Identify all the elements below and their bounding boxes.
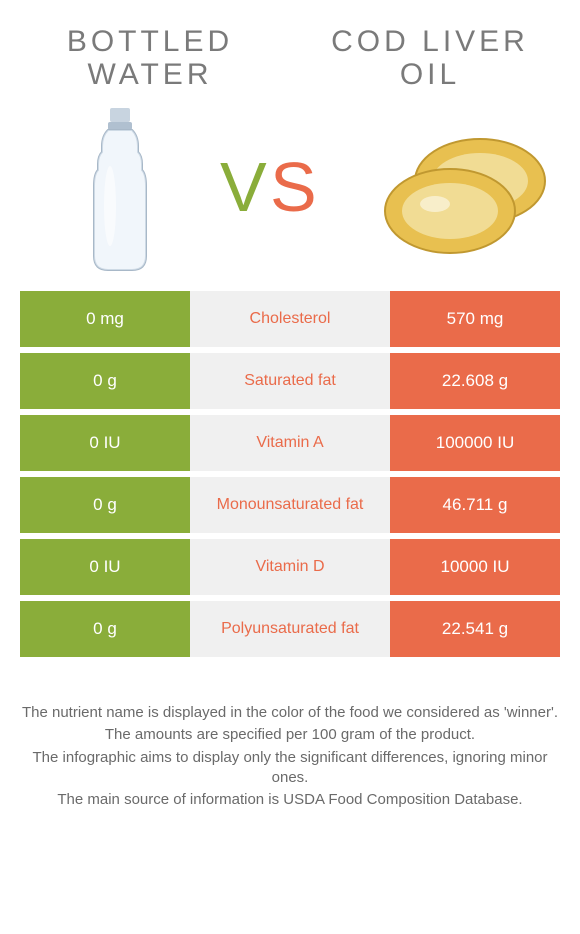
vs-s-letter: S [270,149,317,226]
water-bottle-icon [80,106,160,276]
nutrient-name: Polyunsaturated fat [190,601,390,657]
table-row: 0 mg Cholesterol 570 mg [20,291,560,347]
images-row: V S [0,91,580,291]
right-value: 570 mg [390,291,560,347]
nutrient-name: Saturated fat [190,353,390,409]
left-food-line2: WATER [88,58,213,91]
nutrient-name: Vitamin D [190,539,390,595]
footnote-line: The nutrient name is displayed in the co… [15,703,565,723]
footnote-line: The main source of information is USDA F… [15,790,565,810]
table-row: 0 IU Vitamin D 10000 IU [20,539,560,595]
right-value: 46.711 g [390,477,560,533]
comparison-table: 0 mg Cholesterol 570 mg 0 g Saturated fa… [0,291,580,657]
vs-label: V S [210,149,330,234]
left-value: 0 g [20,477,190,533]
left-value: 0 IU [20,415,190,471]
right-value: 100000 IU [390,415,560,471]
right-food-line1: COD LIVER [331,25,529,58]
footnotes: The nutrient name is displayed in the co… [0,663,580,810]
footnote-line: The amounts are specified per 100 gram o… [15,725,565,745]
cod-liver-oil-icon [380,126,550,256]
right-food-title: COD LIVER OIL [330,25,530,91]
nutrient-name: Vitamin A [190,415,390,471]
right-food-line2: OIL [400,58,460,91]
nutrient-name: Monounsaturated fat [190,477,390,533]
table-row: 0 g Saturated fat 22.608 g [20,353,560,409]
left-food-title: BOTTLED WATER [50,25,250,91]
header-row: BOTTLED WATER COD LIVER OIL [0,0,580,91]
right-value: 22.608 g [390,353,560,409]
right-value: 10000 IU [390,539,560,595]
table-row: 0 g Polyunsaturated fat 22.541 g [20,601,560,657]
table-row: 0 IU Vitamin A 100000 IU [20,415,560,471]
footnote-line: The infographic aims to display only the… [15,748,565,789]
left-value: 0 IU [20,539,190,595]
right-value: 22.541 g [390,601,560,657]
nutrient-name: Cholesterol [190,291,390,347]
left-value: 0 mg [20,291,190,347]
left-food-line1: BOTTLED [67,25,233,58]
left-value: 0 g [20,601,190,657]
vs-v-letter: V [220,149,267,226]
table-row: 0 g Monounsaturated fat 46.711 g [20,477,560,533]
left-value: 0 g [20,353,190,409]
